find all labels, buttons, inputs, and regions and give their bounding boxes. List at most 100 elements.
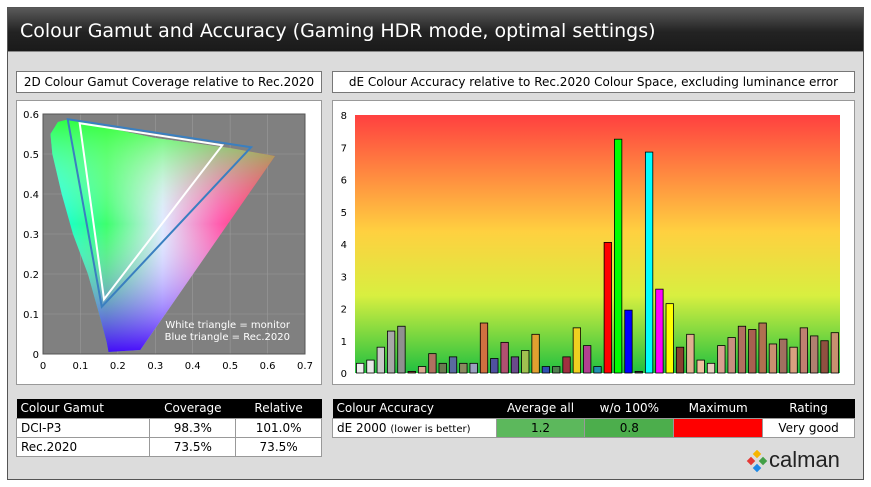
gamut-table: Colour Gamut Coverage Relative DCI-P3 98… — [15, 399, 322, 457]
bar — [417, 366, 427, 374]
bar-plot-area — [355, 115, 840, 373]
plot-frame — [42, 113, 306, 355]
bar — [479, 322, 489, 374]
table-row: Rec.2020 73.5% 73.5% — [15, 436, 322, 457]
acc-row-label: dE 2000 (lower is better) — [332, 417, 497, 438]
y-tick-label: 8 — [341, 111, 347, 122]
bar — [810, 335, 819, 374]
bar — [727, 337, 736, 374]
y-tick-label: 6 — [341, 176, 347, 187]
bar — [562, 356, 571, 374]
bar — [541, 366, 551, 374]
bar — [758, 322, 767, 374]
gamut-row-name: DCI-P3 — [15, 417, 151, 438]
gamut-col-relative: Relative — [235, 399, 322, 418]
y-tick-label: 0.3 — [23, 230, 39, 241]
y-tick-label: 1 — [341, 337, 347, 348]
bar — [490, 358, 499, 374]
bar — [624, 309, 633, 374]
x-tick-label: 0.7 — [297, 361, 313, 372]
x-tick-label: 0.5 — [222, 361, 238, 372]
bar — [830, 332, 839, 374]
gamut-row-relative: 101.0% — [235, 417, 322, 438]
spectral-shading — [50, 119, 276, 352]
gamut-panel-title: 2D Colour Gamut Coverage relative to Rec… — [16, 71, 322, 93]
page-title: Colour Gamut and Accuracy (Gaming HDR mo… — [20, 20, 656, 42]
x-tick-label: 0.1 — [72, 361, 88, 372]
bar — [521, 350, 530, 374]
bar — [356, 362, 365, 374]
acc-average-value: 1.2 — [495, 417, 586, 438]
y-tick-label: 5 — [341, 208, 347, 219]
table-row: dE 2000 (lower is better) 1.2 0.8 7.3 Ve… — [332, 417, 855, 438]
acc-col-average: Average all — [496, 399, 585, 418]
x-tick-label: 0.3 — [147, 361, 163, 372]
gamut-row-relative: 73.5% — [235, 436, 322, 457]
bar — [407, 370, 416, 374]
bar — [376, 346, 385, 374]
bar — [428, 353, 437, 374]
gamut-chart: 0 0.1 0.2 0.3 0.4 0.5 0.6 0.7 0 0.1 0.2 0.3 0.4 0.5 0.… — [23, 110, 313, 372]
x-tick-label: 0 — [40, 361, 46, 372]
bar — [583, 345, 592, 374]
y-tick-label: 7 — [341, 143, 347, 154]
bar — [799, 327, 808, 374]
y-tick-label: 0 — [33, 350, 39, 361]
bar — [593, 366, 602, 374]
acc-maximum-value: 7.3 — [673, 417, 764, 438]
gamut-col-coverage: Coverage — [149, 399, 236, 418]
acc-col-name: Colour Accuracy — [332, 399, 497, 418]
bar — [644, 151, 654, 374]
bar — [614, 138, 623, 374]
acc-rating-value: Very good — [762, 417, 855, 438]
acc-col-maximum: Maximum — [673, 399, 763, 418]
x-tick-label: 0.2 — [110, 361, 126, 372]
y-tick-label: 4 — [341, 240, 347, 251]
gamut-row-coverage: 98.3% — [149, 417, 237, 438]
gamut-chart-box: 0 0.1 0.2 0.3 0.4 0.5 0.6 0.7 0 0.1 0.2 0.3 0.4 0.5 0.… — [16, 100, 322, 385]
accuracy-table: Colour Accuracy Average all w/o 100% Max… — [332, 399, 855, 438]
bar — [737, 325, 747, 374]
bar — [552, 366, 561, 374]
bar — [820, 340, 829, 374]
acc-row-label-text: dE 2000 — [337, 420, 387, 435]
bar — [531, 333, 540, 374]
y-tick-label: 0 — [341, 369, 347, 380]
accuracy-chart: 0 1 2 3 4 5 6 7 8 — [341, 111, 840, 380]
bar — [572, 327, 581, 374]
acc-col-rating: Rating — [762, 399, 855, 418]
bar — [634, 370, 643, 374]
accuracy-panel-title: dE Colour Accuracy relative to Rec.2020 … — [332, 71, 855, 93]
bar — [696, 359, 705, 374]
bar — [459, 362, 468, 374]
x-tick-label: 0.6 — [260, 361, 276, 372]
y-tick-label: 0.6 — [23, 110, 39, 121]
acc-wo100-value: 0.8 — [584, 417, 675, 438]
monitor-triangle — [78, 122, 225, 302]
acc-row-note: (lower is better) — [390, 423, 471, 435]
y-tick-label: 3 — [341, 272, 347, 283]
bar — [717, 345, 726, 374]
bar — [397, 325, 406, 374]
rec2020-triangle — [66, 117, 254, 309]
bar — [748, 329, 757, 374]
bar — [510, 356, 520, 374]
bar — [500, 341, 509, 374]
bar — [448, 356, 458, 374]
bar — [789, 346, 798, 374]
bar — [366, 359, 375, 374]
bar — [469, 362, 478, 374]
bar — [603, 241, 612, 374]
y-tick-label: 0.4 — [23, 190, 39, 201]
accuracy-table-header: Colour Accuracy Average all w/o 100% Max… — [332, 399, 855, 418]
x-tick-label: 0.4 — [185, 361, 201, 372]
bar — [779, 338, 788, 374]
table-row: DCI-P3 98.3% 101.0% — [15, 417, 322, 438]
bar — [438, 362, 447, 374]
y-tick-label: 0.2 — [23, 270, 39, 281]
calman-logo-icon — [746, 450, 768, 473]
gamut-table-header: Colour Gamut Coverage Relative — [16, 399, 322, 418]
bar — [665, 303, 674, 374]
y-tick-label: 2 — [341, 305, 347, 316]
legend-entry: Blue triangle = Rec.2020 — [165, 332, 290, 343]
